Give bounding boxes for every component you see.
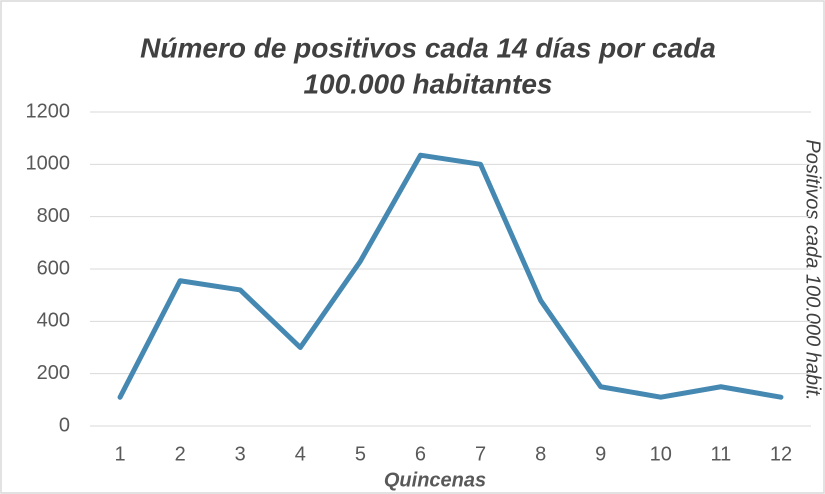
y-tick-label: 800 [37,205,70,227]
x-tick-label: 12 [770,443,792,465]
x-tick-label: 2 [175,443,186,465]
x-tick-label: 11 [710,443,731,465]
y-tick-label: 1200 [26,100,71,122]
x-tick-label: 7 [475,443,486,465]
x-axis-title: Quincenas [384,469,486,491]
y-tick-label: 1000 [26,153,71,175]
x-tick-label: 4 [295,443,306,465]
x-tick-label: 10 [650,443,672,465]
y-tick-label: 0 [59,414,70,436]
y-tick-label: 200 [37,362,70,384]
y-axis-title: Positivos cada 100.000 habit. [802,139,824,400]
x-tick-label: 9 [595,443,606,465]
y-tick-label: 400 [37,310,70,332]
y-tick-label: 600 [37,257,70,279]
x-tick-label: 5 [355,443,366,465]
chart-title: Número de positivos cada 14 días por cad… [140,32,716,63]
chart-title: 100.000 habitantes [303,68,552,99]
x-tick-label: 3 [235,443,246,465]
x-tick-label: 6 [415,443,426,465]
x-tick-label: 8 [535,443,546,465]
line [117,152,784,400]
x-tick-label: 1 [114,443,125,465]
